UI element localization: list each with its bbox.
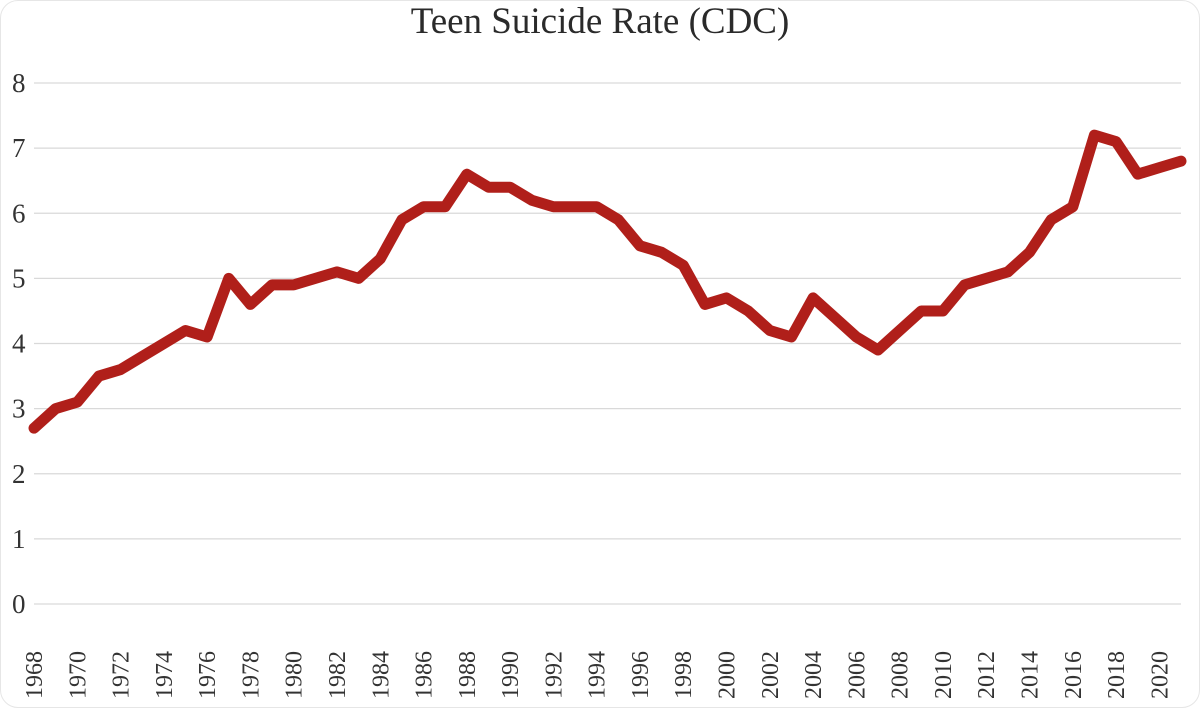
data-point (636, 242, 644, 250)
data-point (1026, 248, 1034, 256)
data-point (896, 326, 904, 334)
x-tick-label: 1996 (628, 651, 654, 699)
x-axis-ticks: 1968 1970 1972 1974 1976 1978 1980 1982 1984 1986… (22, 651, 1173, 699)
x-tick-label: 2018 (1104, 651, 1130, 699)
series-line (28, 129, 1187, 434)
data-point (852, 333, 860, 341)
x-tick-label: 2008 (888, 651, 914, 699)
y-tick-label: 1 (12, 524, 26, 554)
data-point (376, 255, 384, 263)
data-point (549, 203, 557, 211)
x-tick-label: 1988 (455, 651, 481, 699)
data-point (831, 313, 839, 321)
x-tick-label: 2000 (715, 651, 741, 699)
y-tick-label: 2 (12, 459, 26, 489)
data-point (52, 405, 60, 413)
data-point (355, 274, 363, 282)
data-point (1177, 157, 1185, 165)
data-point (333, 268, 341, 276)
data-point (679, 261, 687, 269)
data-point (268, 281, 276, 289)
x-tick-label: 1980 (282, 651, 308, 699)
grid-lines (34, 82, 1181, 605)
data-point (484, 183, 492, 191)
chart-title: Teen Suicide Rate (CDC) (410, 1, 790, 42)
x-tick-label: 2002 (758, 651, 784, 699)
y-tick-label: 0 (12, 589, 26, 619)
y-tick-label: 8 (12, 68, 26, 98)
data-point (787, 333, 795, 341)
data-point (95, 372, 103, 380)
data-point (463, 170, 471, 178)
data-point (441, 203, 449, 211)
x-tick-label: 1990 (498, 651, 524, 699)
data-point (571, 203, 579, 211)
data-point (30, 424, 38, 432)
data-point (420, 203, 428, 211)
x-tick-label: 1992 (541, 651, 567, 699)
data-point (766, 326, 774, 334)
x-tick-label: 1976 (195, 651, 221, 699)
y-axis-ticks: 0 1 2 3 4 5 6 7 8 (12, 68, 26, 619)
x-tick-label: 1972 (109, 651, 135, 699)
x-tick-label: 1970 (65, 651, 91, 699)
data-point (117, 366, 125, 374)
x-tick-label: 2010 (931, 651, 957, 699)
data-point (744, 307, 752, 315)
x-tick-label: 1984 (368, 651, 394, 699)
series-points (30, 131, 1185, 432)
data-point (73, 398, 81, 406)
x-tick-label: 1982 (325, 651, 351, 699)
data-point (593, 203, 601, 211)
data-point (203, 333, 211, 341)
data-point (1004, 268, 1012, 276)
data-point (1047, 216, 1055, 224)
x-tick-label: 1994 (585, 651, 611, 699)
data-point (701, 300, 709, 308)
x-tick-label: 2006 (844, 651, 870, 699)
data-point (723, 294, 731, 302)
data-point (917, 307, 925, 315)
x-tick-label: 1998 (671, 651, 697, 699)
data-point (290, 281, 298, 289)
data-point (1134, 170, 1142, 178)
x-tick-label: 1978 (238, 651, 264, 699)
data-point (614, 216, 622, 224)
data-point (939, 307, 947, 315)
data-point (658, 248, 666, 256)
data-point (246, 300, 254, 308)
y-tick-label: 3 (12, 394, 26, 424)
x-tick-label: 2004 (801, 651, 827, 699)
data-point (809, 294, 817, 302)
y-tick-label: 6 (12, 198, 26, 228)
data-point (160, 340, 168, 348)
data-point (138, 353, 146, 361)
data-point (225, 274, 233, 282)
data-point (1112, 138, 1120, 146)
x-tick-label: 1974 (152, 651, 178, 699)
data-point (398, 216, 406, 224)
data-point (874, 346, 882, 354)
x-tick-label: 2020 (1147, 651, 1173, 699)
x-tick-label: 2012 (974, 651, 1000, 699)
data-point (1069, 203, 1077, 211)
x-tick-label: 1968 (22, 651, 48, 699)
data-point (506, 183, 514, 191)
y-tick-label: 4 (12, 329, 26, 359)
data-point (961, 281, 969, 289)
data-point (1090, 131, 1098, 139)
y-tick-label: 7 (12, 133, 26, 163)
data-point (311, 274, 319, 282)
data-point (181, 326, 189, 334)
x-tick-label: 1986 (412, 651, 438, 699)
y-tick-label: 5 (12, 263, 26, 293)
data-point (528, 196, 536, 204)
data-point (982, 274, 990, 282)
x-tick-label: 2016 (1061, 651, 1087, 699)
data-point (1155, 164, 1163, 172)
x-tick-label: 2014 (1018, 651, 1044, 699)
